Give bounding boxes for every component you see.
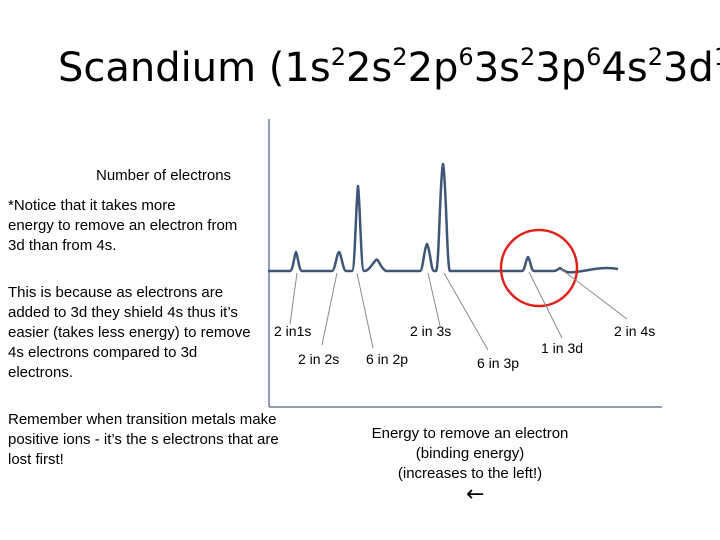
peak-label-3p: 6 in 3p xyxy=(477,355,520,371)
left-arrow-icon: ← xyxy=(466,482,485,507)
config-part: 4s xyxy=(601,45,648,91)
peak-label-4s: 2 in 4s xyxy=(614,323,656,339)
electron-config: (1s22s22p63s23p64s23d1) xyxy=(269,45,720,91)
config-superscript: 6 xyxy=(458,43,474,71)
note-line: energy to remove an electron from xyxy=(8,217,238,234)
config-superscript: 2 xyxy=(519,43,536,71)
x-axis-label: Energy to remove an electron (binding en… xyxy=(345,424,595,484)
config-superscript: 6 xyxy=(586,43,602,71)
note-line: *Notice that it takes more xyxy=(8,197,176,214)
peak-label-2s: 2 in 2s xyxy=(298,351,340,367)
pointer-line xyxy=(356,272,374,349)
y-axis-label: Number of electrons xyxy=(96,167,232,184)
note-line: Remember when transition metals make xyxy=(8,411,277,428)
axis-label-line: Energy to remove an electron xyxy=(371,425,569,442)
config-part: 3s xyxy=(473,45,520,91)
highlight-circle xyxy=(499,228,579,308)
spectrum-trace xyxy=(268,162,619,274)
pointer-line xyxy=(289,272,298,325)
note-line: added to 3d they shield 4s thus it’s xyxy=(8,304,238,321)
peak-label-3s: 2 in 3s xyxy=(410,323,452,339)
explanation-note: This is because as electrons are added t… xyxy=(8,283,251,383)
note-line: easier (takes less energy) to remove xyxy=(8,324,251,341)
config-superscript: 1 xyxy=(714,43,720,71)
pointer-line xyxy=(427,272,441,327)
axis-label-line: (binding energy) xyxy=(415,445,525,462)
remember-note: Remember when transition metals make pos… xyxy=(8,410,279,470)
note-line: 3d than from 4s. xyxy=(8,237,117,254)
note-line: This is because as electrons are xyxy=(8,284,224,301)
pointer-line xyxy=(528,271,563,339)
peak-label-1s: 2 in1s xyxy=(274,323,312,339)
notice-note: *Notice that it takes more energy to rem… xyxy=(8,196,237,256)
pointer-line xyxy=(560,268,628,320)
config-part: 3p xyxy=(535,45,587,91)
note-line: electrons. xyxy=(8,364,74,381)
axis-label-line: (increases to the left!) xyxy=(397,465,543,482)
config-part: 2s xyxy=(345,45,393,91)
config-superscript: 2 xyxy=(392,43,408,71)
config-part: 3d xyxy=(662,45,714,91)
note-line: 4s electrons compared to 3d xyxy=(8,344,198,361)
note-line: lost first! xyxy=(8,451,64,468)
config-superscript: 2 xyxy=(647,43,663,71)
config-superscript: 2 xyxy=(330,43,346,71)
note-line: positive ions - it’s the s electrons tha… xyxy=(8,431,279,448)
peak-label-2p: 6 in 2p xyxy=(366,351,409,367)
pointer-line xyxy=(321,272,338,346)
config-part: 2p xyxy=(407,45,459,91)
peak-label-3d: 1 in 3d xyxy=(541,340,584,356)
config-part: (1s xyxy=(268,45,331,91)
title-element: Scandium xyxy=(58,45,257,91)
slide-title: Scandium (1s22s22p63s23p64s23d1) xyxy=(58,38,720,98)
pointer-line xyxy=(443,272,489,351)
